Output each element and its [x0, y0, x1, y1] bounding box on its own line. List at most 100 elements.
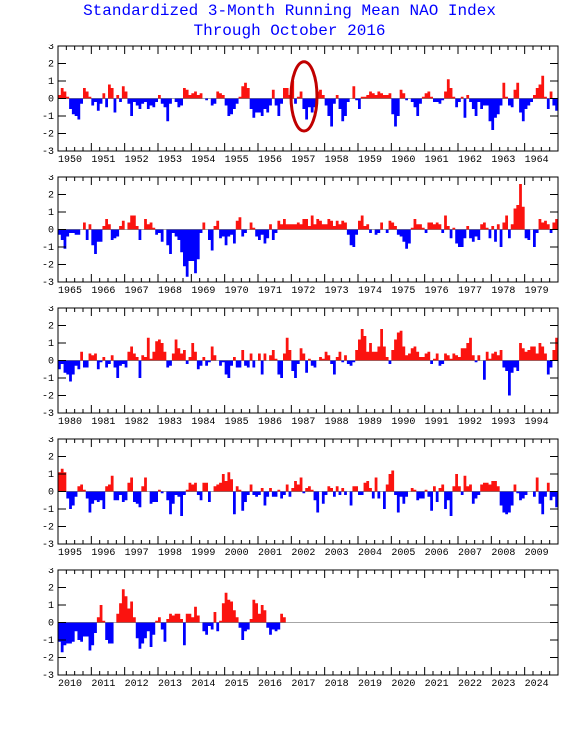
x-tick-label: 2016 [258, 679, 282, 690]
series-negative [58, 361, 552, 396]
x-tick-label: 2005 [391, 548, 415, 559]
x-tick-label: 2024 [525, 679, 549, 690]
y-tick-label: 2 [48, 584, 54, 595]
y-tick-label: -2 [42, 392, 54, 403]
y-tick-label: 3 [48, 437, 54, 446]
x-tick-label: 1992 [458, 417, 482, 428]
y-tick-label: -2 [42, 654, 54, 665]
y-tick-label: 0 [48, 619, 54, 630]
x-tick-label: 1965 [58, 286, 82, 297]
x-tick-label: 2014 [191, 679, 215, 690]
x-tick-label: 1981 [91, 417, 115, 428]
x-tick-label: 1995 [58, 548, 82, 559]
series-positive [80, 184, 558, 230]
series-positive [58, 76, 552, 99]
x-tick-label: 1972 [291, 286, 315, 297]
y-tick-label: 2 [48, 60, 54, 71]
x-tick-label: 2020 [391, 679, 415, 690]
y-tick-label: 3 [48, 44, 54, 53]
x-tick-label: 1991 [425, 417, 449, 428]
x-tick-label: 1984 [191, 417, 215, 428]
y-tick-label: -1 [42, 505, 54, 516]
chart-panel: -3-2-10123196519661967196819691970197119… [28, 175, 562, 303]
x-tick-label: 1959 [358, 155, 382, 166]
x-tick-label: 1951 [91, 155, 115, 166]
chart-title-line2: Through October 2016 [0, 22, 579, 40]
x-tick-label: 2022 [458, 679, 482, 690]
x-tick-label: 2007 [458, 548, 482, 559]
x-tick-label: 1954 [191, 155, 215, 166]
x-tick-label: 1982 [125, 417, 149, 428]
x-tick-label: 1952 [125, 155, 149, 166]
x-tick-label: 1973 [325, 286, 349, 297]
y-tick-label: -3 [42, 409, 54, 420]
chart-panel: -3-2-10123195019511952195319541955195619… [28, 44, 562, 172]
series-negative [58, 623, 280, 653]
x-tick-label: 1999 [191, 548, 215, 559]
chart-panel: -3-2-10123201020112012201320142015201620… [28, 568, 562, 696]
x-tick-label: 1960 [391, 155, 415, 166]
x-tick-label: 1953 [158, 155, 182, 166]
x-tick-label: 1957 [291, 155, 315, 166]
panel-svg: -3-2-10123199519961997199819992000200120… [28, 437, 562, 560]
x-tick-label: 2001 [258, 548, 282, 559]
series-positive [58, 469, 550, 492]
x-tick-label: 1971 [258, 286, 282, 297]
x-tick-label: 1996 [91, 548, 115, 559]
series-positive [97, 589, 286, 622]
x-tick-label: 1979 [525, 286, 549, 297]
x-tick-label: 1989 [358, 417, 382, 428]
y-tick-label: 1 [48, 339, 54, 350]
panel-svg: -3-2-10123196519661967196819691970197119… [28, 175, 562, 298]
x-tick-label: 1970 [225, 286, 249, 297]
x-tick-label: 1961 [425, 155, 449, 166]
x-tick-label: 2008 [491, 548, 515, 559]
chart-panel: -3-2-10123198019811982198319841985198619… [28, 306, 562, 434]
x-tick-label: 2015 [225, 679, 249, 690]
x-tick-label: 1968 [158, 286, 182, 297]
x-tick-label: 1955 [225, 155, 249, 166]
x-tick-label: 2021 [425, 679, 449, 690]
x-tick-label: 1978 [491, 286, 515, 297]
y-tick-label: -3 [42, 278, 54, 289]
chart-panel: -3-2-10123199519961997199819992000200120… [28, 437, 562, 565]
x-tick-label: 1966 [91, 286, 115, 297]
x-tick-label: 2000 [225, 548, 249, 559]
y-tick-label: 1 [48, 208, 54, 219]
x-tick-label: 2006 [425, 548, 449, 559]
x-tick-label: 2023 [491, 679, 515, 690]
x-tick-label: 1990 [391, 417, 415, 428]
x-tick-label: 2011 [91, 679, 115, 690]
y-tick-label: 0 [48, 226, 54, 237]
y-tick-label: -2 [42, 130, 54, 141]
x-tick-label: 1997 [125, 548, 149, 559]
x-tick-label: 2013 [158, 679, 182, 690]
y-tick-label: -1 [42, 243, 54, 254]
x-tick-label: 1994 [525, 417, 549, 428]
x-tick-label: 1986 [258, 417, 282, 428]
x-tick-label: 2012 [125, 679, 149, 690]
annotation-ellipse [291, 62, 317, 131]
y-tick-label: -1 [42, 636, 54, 647]
x-tick-label: 1969 [191, 286, 215, 297]
series-negative [66, 492, 558, 517]
series-positive [80, 329, 558, 361]
x-tick-label: 1956 [258, 155, 282, 166]
x-tick-label: 1998 [158, 548, 182, 559]
x-tick-label: 2003 [325, 548, 349, 559]
x-tick-label: 1964 [525, 155, 549, 166]
x-tick-label: 1958 [325, 155, 349, 166]
y-tick-label: 0 [48, 95, 54, 106]
panel-svg: -3-2-10123201020112012201320142015201620… [28, 568, 562, 691]
x-tick-label: 2018 [325, 679, 349, 690]
x-tick-label: 2019 [358, 679, 382, 690]
y-tick-label: -1 [42, 112, 54, 123]
y-tick-label: 0 [48, 357, 54, 368]
x-tick-label: 1962 [458, 155, 482, 166]
y-tick-label: 1 [48, 470, 54, 481]
x-tick-label: 1967 [125, 286, 149, 297]
y-tick-label: -1 [42, 374, 54, 385]
x-tick-label: 1987 [291, 417, 315, 428]
x-tick-label: 1974 [358, 286, 382, 297]
y-tick-label: 3 [48, 306, 54, 315]
